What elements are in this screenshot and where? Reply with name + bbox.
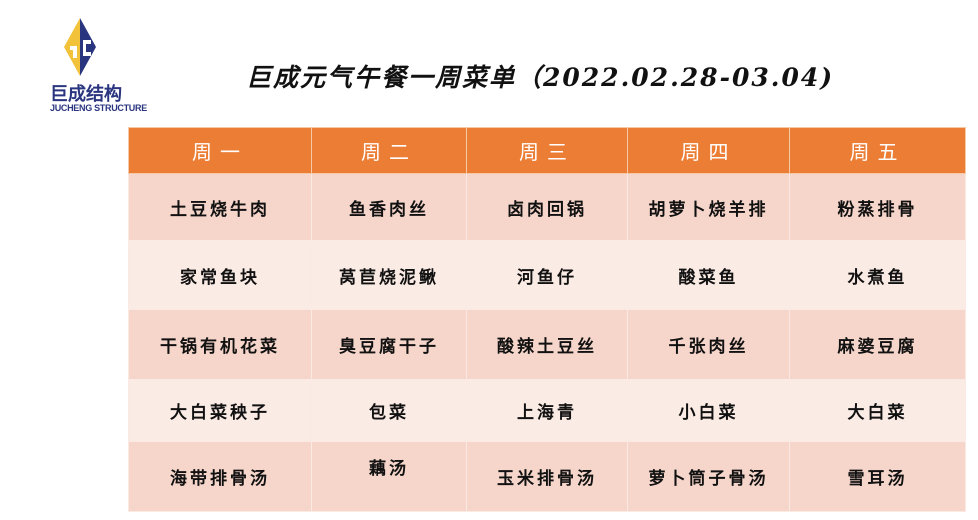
menu-cell: 藕汤 [311,441,467,512]
menu-cell: 上海青 [466,379,628,442]
menu-cell: 干锅有机花菜 [128,309,312,380]
menu-cell: 水煮鱼 [789,240,966,310]
day-header: 周三 [466,127,628,174]
page-title: 巨成元气午餐一周菜单（2022.02.28-03.04) [246,63,835,92]
logo-diamond-icon [64,18,96,76]
day-header: 周五 [789,127,966,174]
menu-cell: 大白菜秧子 [128,379,312,442]
table-row: 土豆烧牛肉 鱼香肉丝 卤肉回锅 胡萝卜烧羊排 粉蒸排骨 [128,173,966,241]
table-row: 家常鱼块 莴苣烧泥鳅 河鱼仔 酸菜鱼 水煮鱼 [128,240,966,310]
day-header: 周四 [627,127,790,174]
menu-cell: 玉米排骨汤 [466,441,628,512]
menu-cell: 鱼香肉丝 [311,173,467,241]
header-row: 周一 周二 周三 周四 周五 [128,127,966,174]
menu-cell: 包菜 [311,379,467,442]
menu-cell: 河鱼仔 [466,240,628,310]
menu-cell: 粉蒸排骨 [789,173,966,241]
menu-cell: 萝卜筒子骨汤 [627,441,790,512]
menu-cell: 酸菜鱼 [627,240,790,310]
menu-cell: 海带排骨汤 [128,441,312,512]
menu-cell: 酸辣土豆丝 [466,309,628,380]
menu-cell: 麻婆豆腐 [789,309,966,380]
company-logo: 巨成结构 JUCHENG STRUCTURE [40,18,147,118]
day-header: 周一 [128,127,312,174]
menu-cell: 雪耳汤 [789,441,966,512]
table-row: 海带排骨汤 藕汤 玉米排骨汤 萝卜筒子骨汤 雪耳汤 [128,441,966,512]
day-header: 周二 [311,127,467,174]
table-row: 干锅有机花菜 臭豆腐干子 酸辣土豆丝 千张肉丝 麻婆豆腐 [128,309,966,380]
menu-table: 周一 周二 周三 周四 周五 土豆烧牛肉 鱼香肉丝 卤肉回锅 胡萝卜烧羊排 粉蒸… [128,127,966,512]
menu-cell: 小白菜 [627,379,790,442]
logo-name-en: JUCHENG STRUCTURE [50,103,147,113]
menu-cell: 千张肉丝 [627,309,790,380]
menu-cell: 大白菜 [789,379,966,442]
menu-cell: 莴苣烧泥鳅 [311,240,467,310]
menu-cell: 臭豆腐干子 [311,309,467,380]
table-row: 大白菜秧子 包菜 上海青 小白菜 大白菜 [128,379,966,442]
menu-cell: 卤肉回锅 [466,173,628,241]
menu-cell: 胡萝卜烧羊排 [627,173,790,241]
menu-cell: 土豆烧牛肉 [128,173,312,241]
logo-name-cn: 巨成结构 [50,84,122,105]
menu-cell: 家常鱼块 [128,240,312,310]
